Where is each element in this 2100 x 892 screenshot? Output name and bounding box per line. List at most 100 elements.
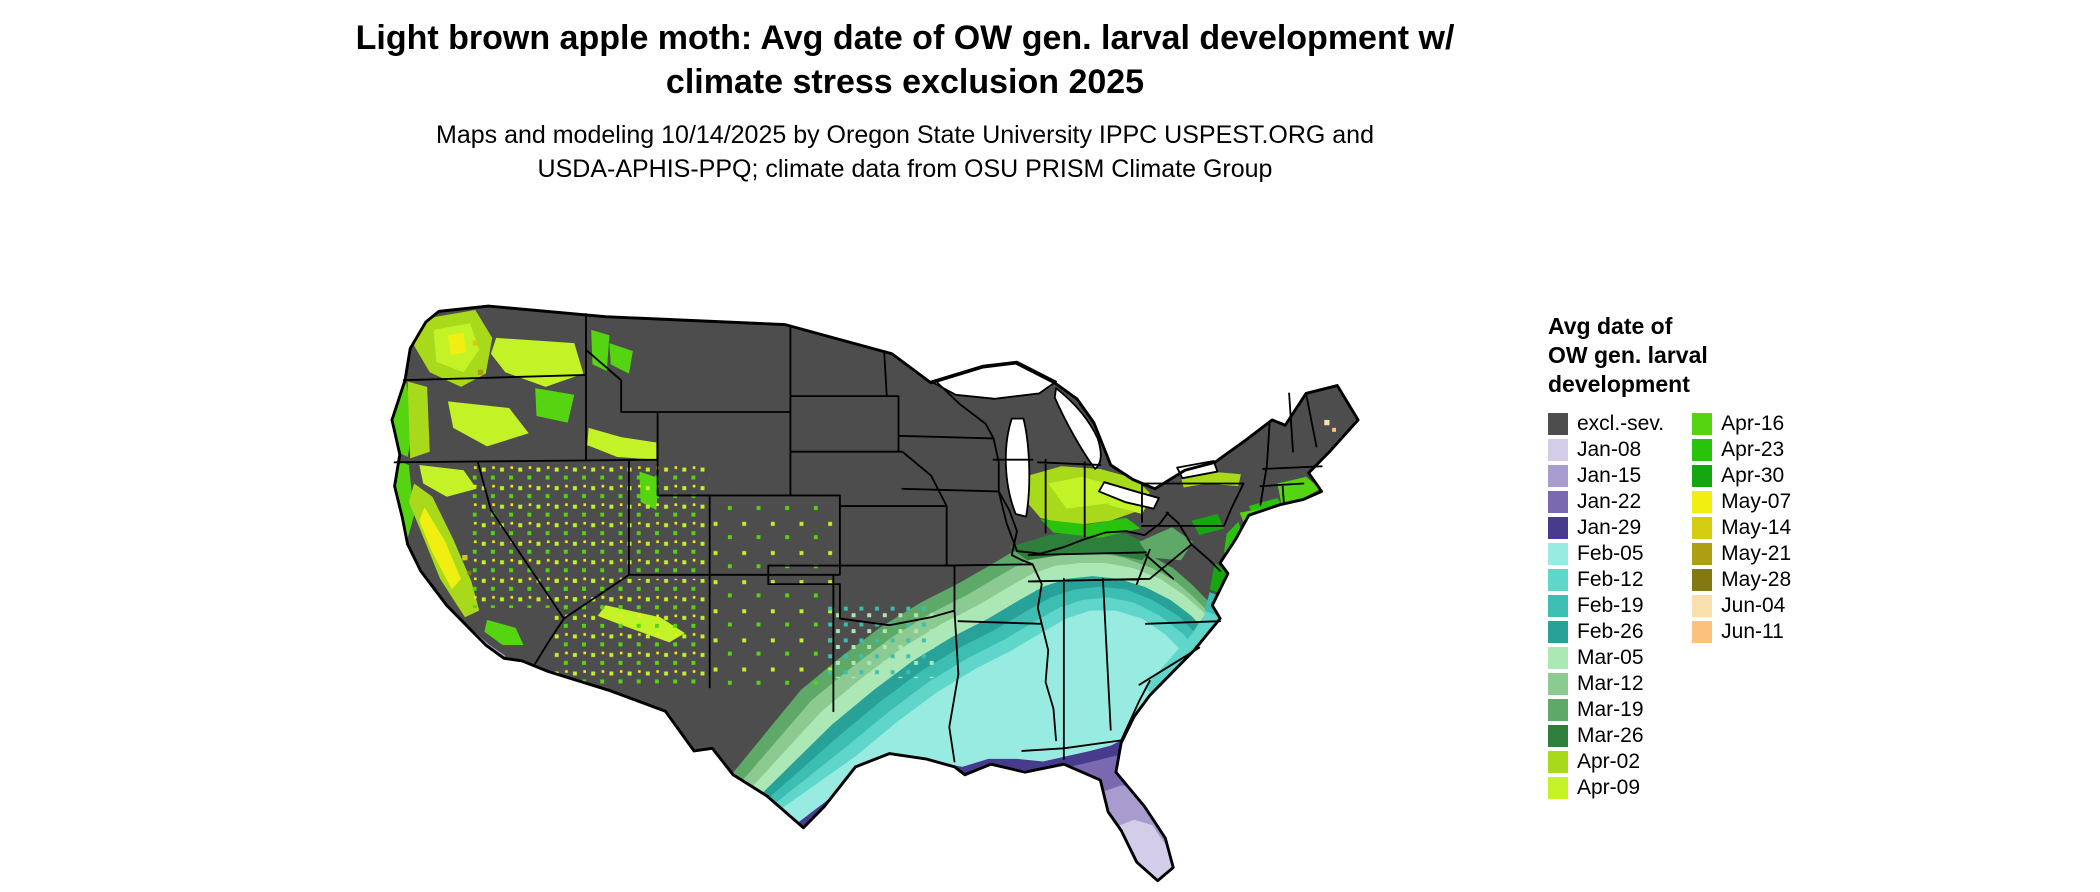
legend-swatch	[1548, 777, 1568, 799]
legend-label: Mar-26	[1577, 724, 1644, 747]
map-speck-cascades1	[472, 340, 478, 346]
great-lakes	[930, 360, 1219, 518]
us-map	[280, 224, 1530, 886]
map-region-socal-inland	[484, 619, 524, 646]
legend-row: Feb-19	[1548, 593, 1664, 619]
map-region-snake-plain	[587, 427, 657, 460]
map-region-willamette	[407, 381, 430, 459]
lake-huron	[1053, 387, 1102, 470]
map-subtitle: Maps and modeling 10/14/2025 by Oregon S…	[0, 118, 1810, 186]
map-region-n-idaho	[591, 329, 610, 371]
legend-row: Apr-23	[1692, 437, 1791, 463]
legend-title-line2: OW gen. larval	[1548, 342, 1708, 368]
legend-swatch	[1548, 517, 1568, 539]
legend-swatch	[1692, 517, 1713, 539]
legend-label: Mar-19	[1577, 698, 1644, 721]
map-region-indiana-green	[1040, 517, 1141, 538]
legend-row: Mar-26	[1548, 723, 1664, 749]
us-outline	[390, 304, 1360, 883]
legend-swatch	[1548, 413, 1568, 435]
legend-swatch	[1548, 465, 1568, 487]
legend-label: Feb-05	[1577, 542, 1644, 565]
map-region-columbia-basin	[490, 337, 584, 387]
legend-row: Jan-29	[1548, 515, 1664, 541]
legend-row: Feb-12	[1548, 567, 1664, 593]
legend-label: Jun-11	[1721, 620, 1784, 643]
lake-erie	[1098, 481, 1160, 510]
map-speckle-arizona	[553, 578, 710, 685]
map-region-jan08-florida	[1100, 819, 1179, 881]
legend-row: Mar-12	[1548, 671, 1664, 697]
map-region-central-oregon	[447, 401, 529, 447]
map-region-ca-north-coast	[393, 459, 415, 544]
legend-label: Jan-08	[1577, 438, 1642, 461]
map-fill-layers	[391, 306, 1359, 881]
state-borders	[393, 313, 1323, 763]
legend-title: Avg date of OW gen. larval development	[1548, 312, 1888, 399]
legend-swatch	[1692, 413, 1713, 435]
legend-title-line3: development	[1548, 371, 1690, 397]
legend-row: Apr-02	[1548, 749, 1664, 775]
map-region-se-massachusetts	[1277, 476, 1321, 504]
map-region-coastal-teal	[1144, 602, 1226, 698]
legend-swatch	[1692, 465, 1713, 487]
legend-label: May-21	[1721, 542, 1792, 565]
legend-swatch	[1692, 621, 1713, 643]
legend-label: Mar-05	[1577, 646, 1644, 669]
legend-label: Apr-09	[1577, 776, 1641, 799]
legend-swatch	[1548, 751, 1568, 773]
legend-columns: excl.-sev. Jan-08 Jan-15 Jan-22 Jan-29 Feb-05…	[1548, 411, 1888, 801]
legend-swatch	[1692, 595, 1713, 617]
map-speck-sierra1	[462, 555, 468, 561]
map-region-blue-mountains	[535, 388, 575, 423]
legend-row: Jun-04	[1692, 593, 1791, 619]
legend-column-2: Apr-16 Apr-23 Apr-30 May-07 May-14 May-21 May-…	[1692, 411, 1791, 801]
legend-row: Apr-30	[1692, 463, 1791, 489]
legend-label: Feb-12	[1577, 568, 1644, 591]
map-speck-maine1	[1324, 419, 1330, 426]
legend-row: Jan-22	[1548, 489, 1664, 515]
map-header: Light brown apple moth: Avg date of OW g…	[0, 16, 1810, 186]
legend-row: May-14	[1692, 515, 1791, 541]
legend-swatch	[1548, 725, 1568, 747]
legend-label: Mar-12	[1577, 672, 1644, 695]
legend-swatch	[1692, 543, 1713, 565]
legend-row: Apr-16	[1692, 411, 1791, 437]
legend-label: Jan-22	[1577, 490, 1642, 513]
map-region-westvirginia	[1139, 527, 1193, 561]
legend-label: May-14	[1721, 516, 1792, 539]
map-speck-cascades2	[477, 369, 484, 375]
legend-row: Mar-19	[1548, 697, 1664, 723]
legend-title-line1: Avg date of	[1548, 313, 1673, 339]
map-region-erie-shore	[1108, 496, 1148, 514]
legend-swatch	[1692, 439, 1713, 461]
map-speckle-colorado	[712, 498, 838, 575]
legend-swatch	[1548, 621, 1568, 643]
legend-label: Feb-26	[1577, 620, 1644, 643]
map-speck-sierra2	[467, 570, 472, 575]
legend-label: excl.-sev.	[1577, 412, 1665, 435]
legend-label: Jan-15	[1577, 464, 1642, 487]
map-region-puget-yellow	[447, 332, 467, 356]
legend-swatch	[1548, 569, 1568, 591]
legend-swatch	[1548, 439, 1568, 461]
legend-row: Feb-26	[1548, 619, 1664, 645]
legend-swatch	[1548, 699, 1568, 721]
legend-label: Feb-19	[1577, 594, 1644, 617]
legend-swatch	[1548, 595, 1568, 617]
map-speck-maine2	[1332, 427, 1336, 432]
map-speckle-newmexico	[712, 578, 836, 692]
legend-row: Apr-09	[1548, 775, 1664, 801]
legend-row: excl.-sev.	[1548, 411, 1664, 437]
map-region-valley-core	[419, 507, 461, 590]
legend-swatch	[1548, 491, 1568, 513]
subtitle-line2: USDA-APHIS-PPQ; climate data from OSU PR…	[537, 155, 1273, 183]
page-title-line2: climate stress exclusion 2025	[665, 63, 1145, 101]
legend-row: Jan-15	[1548, 463, 1664, 489]
map-legend: Avg date of OW gen. larval development e…	[1548, 312, 1888, 801]
map-region-lakes-bright	[1048, 476, 1116, 509]
legend-label: May-07	[1721, 490, 1792, 513]
legend-label: May-28	[1721, 568, 1792, 591]
legend-label: Jan-29	[1577, 516, 1642, 539]
legend-row: Jun-11	[1692, 619, 1791, 645]
